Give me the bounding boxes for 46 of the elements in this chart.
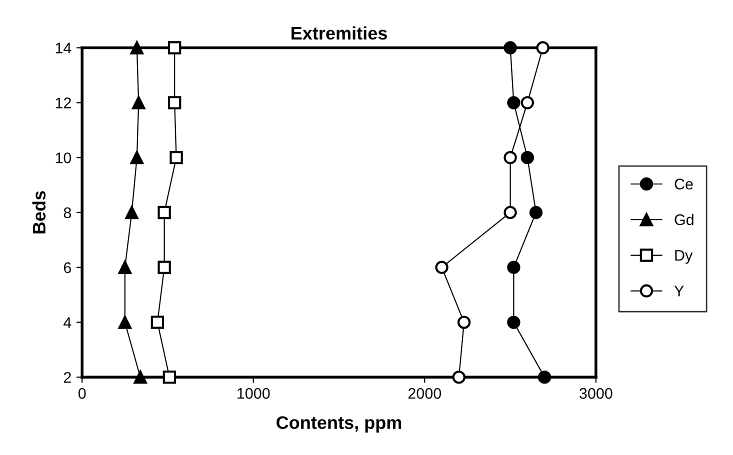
point bbox=[130, 150, 144, 164]
point bbox=[132, 96, 146, 110]
point bbox=[507, 260, 520, 274]
point bbox=[504, 150, 517, 164]
y-tick-label: 14 bbox=[56, 42, 72, 54]
point bbox=[158, 260, 171, 274]
point bbox=[536, 41, 550, 54]
point bbox=[520, 96, 534, 110]
point bbox=[452, 370, 466, 384]
point bbox=[520, 150, 534, 164]
point bbox=[529, 206, 543, 220]
point bbox=[125, 206, 138, 220]
point bbox=[168, 41, 182, 54]
point bbox=[538, 370, 552, 384]
y-tick-label: 10 bbox=[56, 152, 72, 164]
point bbox=[130, 41, 144, 54]
point bbox=[134, 370, 147, 384]
point bbox=[504, 206, 517, 220]
point bbox=[507, 96, 520, 110]
chart-title: Extremities bbox=[292, 26, 387, 40]
point bbox=[158, 206, 171, 220]
point bbox=[118, 316, 132, 329]
legend-label: Ce bbox=[674, 178, 693, 190]
y-axis-title: Beds bbox=[32, 191, 46, 234]
x-tick-label: 2000 bbox=[408, 388, 442, 399]
y-tick-label: 12 bbox=[56, 98, 71, 108]
x-axis-title: Contents, ppm bbox=[276, 416, 402, 433]
point bbox=[162, 370, 176, 384]
point bbox=[435, 260, 448, 274]
x-tick-label: 1000 bbox=[238, 388, 270, 399]
point bbox=[168, 96, 182, 110]
legend-label: Gd bbox=[674, 214, 694, 226]
y-tick-label: 4 bbox=[64, 317, 72, 328]
point bbox=[118, 260, 132, 274]
x-tick-label: 3000 bbox=[580, 388, 612, 399]
point bbox=[170, 150, 183, 164]
y-tick-label: 8 bbox=[64, 207, 72, 218]
x-tick-label: 0 bbox=[78, 388, 86, 399]
legend-label: Y bbox=[674, 286, 684, 296]
legend-label: Dy bbox=[675, 250, 693, 264]
y-tick-label: 2 bbox=[64, 372, 71, 383]
point bbox=[457, 316, 471, 329]
point bbox=[504, 41, 517, 54]
y-tick-label: 6 bbox=[64, 262, 72, 274]
point bbox=[150, 316, 164, 329]
point bbox=[507, 316, 520, 329]
